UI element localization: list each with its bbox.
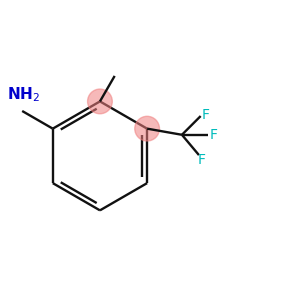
Circle shape (88, 89, 112, 114)
Text: F: F (202, 108, 210, 122)
Text: NH$_2$: NH$_2$ (7, 85, 40, 104)
Circle shape (135, 116, 160, 141)
Text: F: F (197, 153, 205, 167)
Text: F: F (210, 128, 218, 142)
